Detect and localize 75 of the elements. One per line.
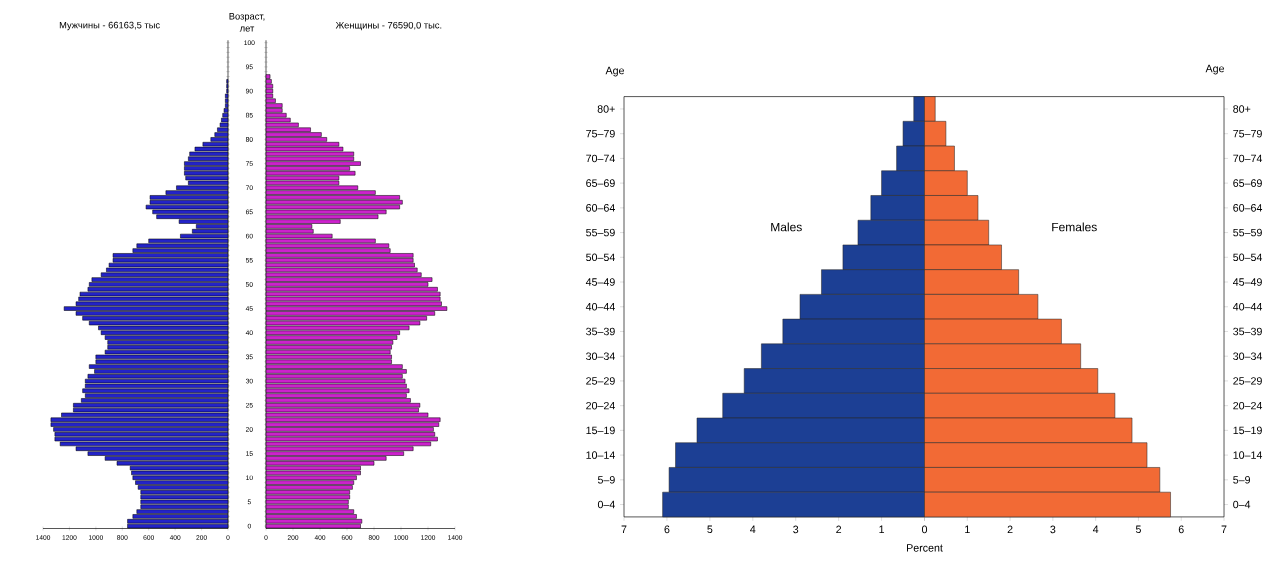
y-tick-label: 45–49 (585, 278, 615, 286)
y-tick-label: 10–14 (1233, 451, 1263, 459)
x-axis-title: Percent (907, 544, 943, 552)
y-axis-title: Возраст, лет (229, 13, 265, 32)
y-tick-label: 15–19 (586, 426, 615, 435)
y-tick-label: 80+ (597, 105, 615, 113)
bar (265, 204, 400, 210)
x-tick-label: 4 (750, 525, 756, 533)
y-tick-label: 55–59 (1233, 228, 1262, 237)
y-tick-label: 70–74 (1233, 154, 1263, 163)
bar (140, 494, 229, 500)
x-tick-label: 3 (793, 525, 799, 534)
bar (265, 88, 274, 94)
y-tick-label: 0–4 (1233, 500, 1251, 509)
y-tick-label: 40–44 (585, 302, 615, 311)
text: Females (1052, 222, 1097, 232)
y-tick-label: 65–69 (586, 179, 615, 187)
bar (265, 499, 349, 505)
y-tick-label: 35–39 (586, 327, 615, 336)
x-tick-label: 1 (965, 525, 970, 533)
bar (79, 291, 229, 297)
y-tick-label: 75–79 (1233, 129, 1262, 138)
text: Males (771, 222, 802, 232)
y-tick-label: 5–9 (1233, 476, 1251, 484)
x-tick-label: 7 (621, 525, 627, 533)
x-tick-label: 2 (1007, 525, 1013, 534)
bar (140, 499, 229, 505)
x-tick-label: 2 (836, 525, 842, 534)
bar (54, 436, 229, 442)
y-tick-label: 30–34 (586, 352, 615, 360)
y-tick-label: 65–69 (1233, 179, 1262, 187)
x-tick-label: 6 (1178, 525, 1184, 534)
y-tick-label: 15–19 (1233, 426, 1262, 435)
y-tick-label: 80+ (1233, 105, 1251, 113)
y-tick-label: 10–14 (586, 451, 615, 459)
y-tick-label: 75–79 (586, 129, 615, 138)
y-tick-label: 25–29 (586, 377, 615, 385)
bar (265, 349, 391, 355)
x-tick-label: 3 (1050, 525, 1056, 534)
y-tick-label: 35–39 (1233, 327, 1262, 336)
bar (265, 291, 441, 297)
x-tick-label: 1 (879, 525, 885, 533)
bar (221, 117, 229, 123)
y-tick-label: 0–4 (597, 500, 615, 509)
bar (185, 175, 229, 181)
bar (265, 436, 438, 442)
bar (108, 262, 229, 268)
x-tick-label: 7 (1221, 525, 1227, 533)
x-tick-label: 5 (707, 525, 713, 534)
y-tick-label: 60–64 (586, 204, 615, 212)
y-axis-title: Age (1205, 64, 1225, 75)
y-tick-label: 20–24 (1233, 401, 1263, 410)
x-tick-label: 0 (921, 525, 928, 534)
y-tick-label: 20–24 (586, 401, 615, 410)
y-tick-label: 55–59 (586, 228, 615, 237)
y-tick-label: 5–9 (597, 476, 615, 484)
y-tick-label: 60–64 (1233, 204, 1263, 212)
bar (265, 494, 350, 500)
bar (265, 262, 415, 268)
bar (265, 378, 406, 384)
y-tick-label: 40–44 (1232, 302, 1263, 311)
bar (85, 378, 229, 384)
chart-title: Мужчины - 66163,5 тыс (59, 21, 160, 31)
y-tick-label: 45–49 (1232, 278, 1262, 286)
bar (145, 204, 229, 210)
y-tick-label: 30–34 (1233, 352, 1263, 360)
y-tick-label: 50–54 (586, 253, 615, 262)
y-tick-label: 25–29 (1233, 377, 1262, 385)
x-tick-label: 6 (664, 525, 670, 534)
x-tick-label: 4 (1092, 525, 1099, 533)
chart-title: Женщины - 76590,0 тыс. (335, 21, 442, 31)
x-tick-label: 5 (1135, 525, 1141, 534)
y-tick-label: 50–54 (1233, 253, 1263, 262)
y-tick-label: 70–74 (586, 154, 615, 163)
y-axis-title: Age (605, 66, 625, 77)
